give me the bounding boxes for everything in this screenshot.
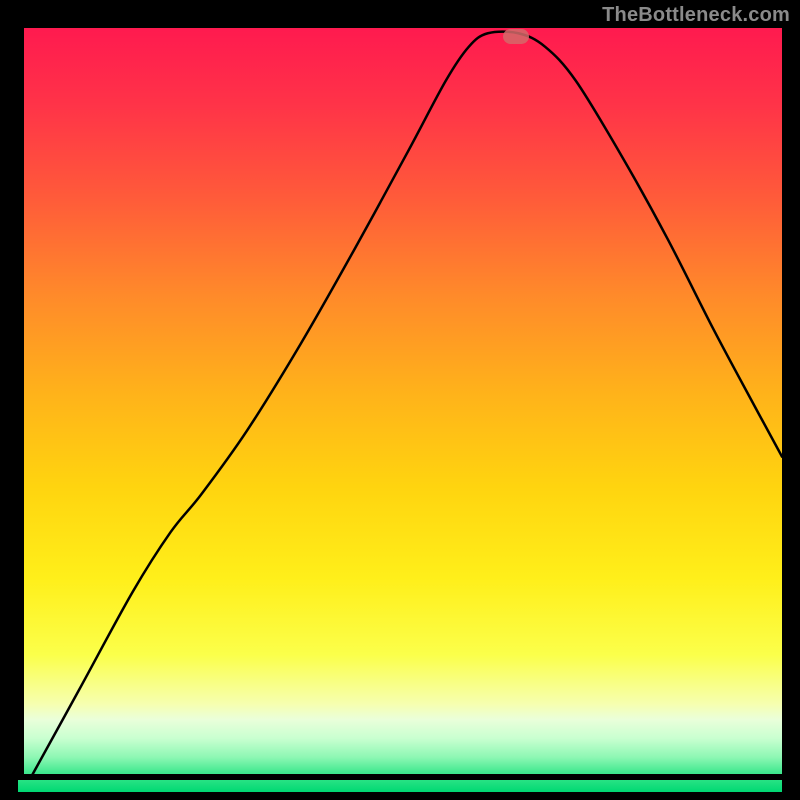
optimal-point-marker (503, 29, 529, 44)
bottleneck-curve (18, 28, 782, 780)
plot-area (18, 28, 782, 780)
x-axis (18, 774, 782, 780)
y-axis (18, 28, 24, 780)
watermark-text: TheBottleneck.com (602, 4, 790, 27)
chart-container: TheBottleneck.com (0, 0, 800, 800)
